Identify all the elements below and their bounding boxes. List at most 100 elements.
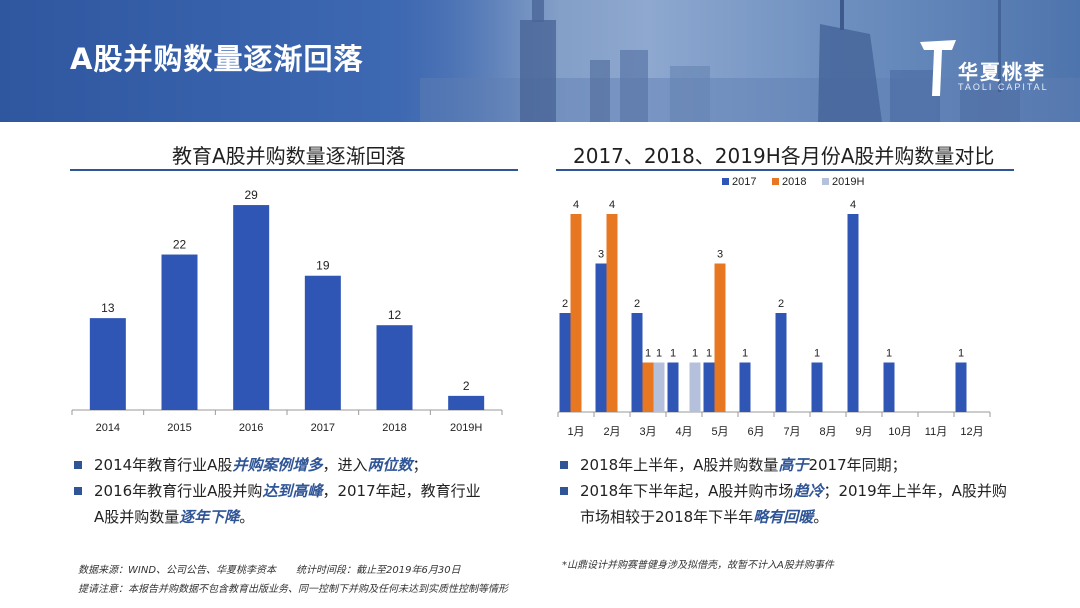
disclaimer-note: 提请注意：本报告并购数据不包含教育出版业务、同一控制下并购及任何未达到实质性控制… [78, 584, 508, 595]
data-label-2018-1月: 4 [573, 199, 579, 211]
bar-2018-3月 [642, 362, 654, 412]
annual-ma-bar-chart: 13 2014 22 2015 29 2016 19 2017 12 2018 2 2019H [71, 188, 503, 434]
data-label-2017-10月: 1 [886, 348, 892, 360]
data-label-2019H-3月: 1 [656, 348, 662, 360]
data-label-2017-3月: 2 [634, 298, 640, 310]
x-tick-label-2017: 2017 [311, 422, 335, 434]
data-label-2017-8月: 1 [814, 348, 820, 360]
legend-swatch-2017 [722, 178, 729, 185]
bar-2015 [161, 254, 198, 410]
data-label-2017-12月: 1 [958, 348, 964, 360]
bullet-text: 2014年教育行业A股 [94, 456, 233, 474]
x-tick-label-2014: 2014 [96, 422, 120, 434]
highlight-text: 两位数 [367, 456, 413, 474]
logo-subtitle: TAOLI CAPITAL [958, 82, 1049, 92]
left-bullets: 2014年教育行业A股并购案例增多，进入两位数； 2016年教育行业A股并购达到… [72, 452, 542, 530]
legend-swatch-2018 [772, 178, 779, 185]
city-skyline-image [420, 0, 1080, 122]
data-label-2017: 19 [316, 259, 330, 273]
bullet-text: 2016年教育行业A股并购 [94, 482, 263, 500]
legend-label-2018: 2018 [782, 176, 806, 188]
data-label-2017-5月: 1 [706, 348, 712, 360]
data-label-2019H: 2 [463, 379, 470, 393]
right-chart-title: 2017、2018、2019H各月份A股并购数量对比 [573, 144, 995, 168]
bullet-text: 2018年上半年，A股并购数量 [580, 456, 779, 474]
bar-2017 [304, 275, 341, 410]
data-label-2019H-4月: 1 [692, 348, 698, 360]
header-banner: A股并购数量逐渐回落 华夏桃李 TAOLI CAPITAL [0, 0, 1080, 122]
logo-name: 华夏桃李 [958, 60, 1046, 84]
bullet-text: ；2019年上半年，A股并购 [823, 482, 1007, 500]
data-source-note: 数据来源：WIND、公司公告、华夏桃李资本 统计时间段：截止至2019年6月30… [78, 565, 461, 576]
data-label-2018-5月: 3 [717, 249, 723, 261]
bar-2017-4月 [667, 362, 679, 412]
x-tick-label-2019H: 2019H [450, 422, 482, 434]
data-label-2018-3月: 1 [645, 348, 651, 360]
left-chart-title: 教育A股并购数量逐渐回落 [172, 144, 406, 168]
left-bullet-1: 2014年教育行业A股并购案例增多，进入两位数； [72, 452, 542, 478]
bullet-text: 2018年下半年起，A股并购市场 [580, 482, 794, 500]
bar-2017-7月 [775, 313, 787, 412]
bar-2017-10月 [883, 362, 895, 412]
x-tick-label-10月: 10月 [888, 426, 911, 438]
right-bullets: 2018年上半年，A股并购数量高于2017年同期； 2018年下半年起，A股并购… [558, 452, 1048, 530]
data-label-2017-1月: 2 [562, 298, 568, 310]
bullet-text: 。 [239, 508, 255, 526]
bullet-text: 2017年同期； [808, 456, 907, 474]
data-label-2017-9月: 4 [850, 199, 856, 211]
data-label-2017-7月: 2 [778, 298, 784, 310]
logo-mark-icon [920, 40, 956, 96]
data-label-2014: 13 [101, 301, 115, 315]
x-tick-label-2018: 2018 [382, 422, 406, 434]
bullet-square-icon [560, 461, 568, 469]
x-tick-label-6月: 6月 [747, 426, 764, 438]
bar-2019H-3月 [653, 362, 665, 412]
data-label-2015: 22 [173, 238, 187, 252]
right-bullet-2-cont: 市场相较于2018年下半年略有回暖。 [558, 504, 1048, 530]
highlight-text: 略有回暖 [753, 508, 814, 526]
x-tick-label-2月: 2月 [603, 426, 620, 438]
left-title-rule [70, 169, 518, 171]
bar-2017-3月 [631, 313, 643, 412]
footnote: *山鼎设计并购赛普健身涉及拟借壳，故暂不计入A股并购事件 [562, 560, 834, 571]
bullet-square-icon [74, 487, 82, 495]
right-title-rule [556, 169, 1014, 171]
bar-2018-5月 [714, 263, 726, 412]
bullet-square-icon [74, 461, 82, 469]
bar-2017-8月 [811, 362, 823, 412]
right-bullet-1: 2018年上半年，A股并购数量高于2017年同期； [558, 452, 1048, 478]
data-label-2018: 12 [388, 308, 402, 322]
legend-label-2017: 2017 [732, 176, 756, 188]
bullet-text: ，2017年起，教育行业 [322, 482, 481, 500]
x-tick-label-3月: 3月 [639, 426, 656, 438]
x-tick-label-8月: 8月 [819, 426, 836, 438]
data-label-2017-6月: 1 [742, 348, 748, 360]
highlight-text: 并购案例增多 [232, 456, 323, 474]
x-tick-label-4月: 4月 [675, 426, 692, 438]
x-tick-label-11月: 11月 [925, 426, 947, 438]
x-tick-label-2016: 2016 [239, 422, 263, 434]
page-title: A股并购数量逐渐回落 [70, 42, 364, 76]
bullet-text: 。 [813, 508, 829, 526]
data-label-2016: 29 [244, 188, 258, 202]
brand-logo: 华夏桃李 TAOLI CAPITAL [918, 38, 1058, 98]
data-label-2018-2月: 4 [609, 199, 615, 211]
bullet-text: A股并购数量 [94, 508, 180, 526]
bar-2016 [233, 205, 270, 410]
bar-2017-12月 [955, 362, 967, 412]
bar-2017-2月 [595, 263, 607, 412]
highlight-text: 高于 [778, 456, 809, 474]
bullet-text: ； [412, 456, 428, 474]
highlight-text: 趋冷 [793, 482, 824, 500]
x-tick-label-1月: 1月 [567, 426, 584, 438]
x-tick-label-2015: 2015 [167, 422, 191, 434]
banner-overlay [0, 0, 560, 122]
x-tick-label-9月: 9月 [855, 426, 872, 438]
legend-swatch-2019H [822, 178, 829, 185]
bar-2017-6月 [739, 362, 751, 412]
x-tick-label-5月: 5月 [711, 426, 728, 438]
right-bullet-2: 2018年下半年起，A股并购市场趋冷；2019年上半年，A股并购 [558, 478, 1048, 504]
bar-2018-2月 [606, 214, 618, 412]
highlight-text: 达到高峰 [262, 482, 323, 500]
